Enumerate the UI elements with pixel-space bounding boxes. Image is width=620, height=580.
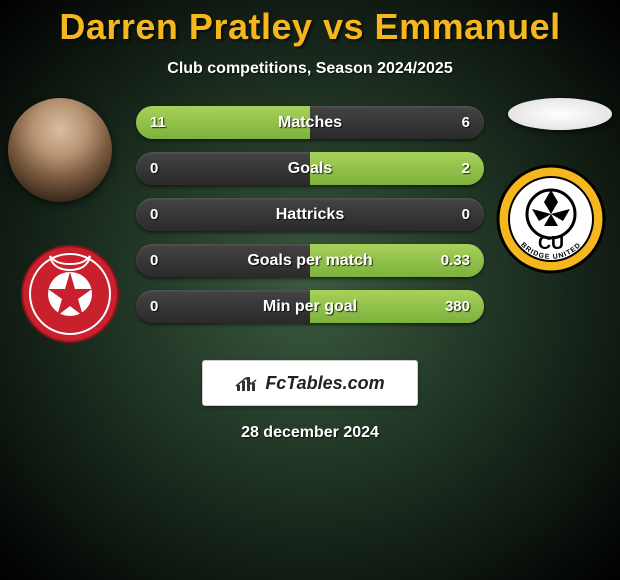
player-left-avatar xyxy=(8,98,112,202)
metric-left-value: 11 xyxy=(150,114,166,131)
bar-chart-icon xyxy=(235,373,259,393)
metric-right-value: 380 xyxy=(445,298,470,315)
metric-row-goals: 0 Goals 2 xyxy=(136,152,484,185)
metric-left-value: 0 xyxy=(150,252,158,269)
metric-left-value: 0 xyxy=(150,298,158,315)
club-right-crest: CU BRIDGE UNITED xyxy=(496,164,606,279)
comparison-card: Darren Pratley vs Emmanuel Club competit… xyxy=(0,0,620,580)
metric-row-hattricks: 0 Hattricks 0 xyxy=(136,198,484,231)
club-left-crest xyxy=(20,244,120,349)
subtitle: Club competitions, Season 2024/2025 xyxy=(0,60,620,78)
main-comparison: CU BRIDGE UNITED 11 Matches 6 0 Goals 2 xyxy=(0,106,620,336)
metric-left-value: 0 xyxy=(150,206,158,223)
cambridge-united-crest-icon: CU BRIDGE UNITED xyxy=(496,164,606,274)
metric-label: Hattricks xyxy=(276,206,344,224)
metric-right-value: 6 xyxy=(462,114,470,131)
comparison-date: 28 december 2024 xyxy=(0,424,620,442)
metric-row-min-per-goal: 0 Min per goal 380 xyxy=(136,290,484,323)
brand-badge[interactable]: FcTables.com xyxy=(202,360,418,406)
leyton-orient-crest-icon xyxy=(20,244,120,344)
brand-text: FcTables.com xyxy=(265,373,384,394)
metric-right-value: 0.33 xyxy=(441,252,470,269)
metric-right-value: 0 xyxy=(462,206,470,223)
metric-bars: 11 Matches 6 0 Goals 2 0 Hattricks 0 0 G… xyxy=(136,106,484,323)
page-title: Darren Pratley vs Emmanuel xyxy=(0,0,620,48)
metric-label: Matches xyxy=(278,114,342,132)
metric-label: Min per goal xyxy=(263,298,357,316)
metric-label: Goals xyxy=(288,160,332,178)
player-right-avatar xyxy=(508,98,612,130)
metric-label: Goals per match xyxy=(247,252,372,270)
metric-left-value: 0 xyxy=(150,160,158,177)
metric-fill-right xyxy=(310,152,484,185)
club-right-initials: CU xyxy=(538,233,564,253)
metric-row-goals-per-match: 0 Goals per match 0.33 xyxy=(136,244,484,277)
metric-row-matches: 11 Matches 6 xyxy=(136,106,484,139)
metric-right-value: 2 xyxy=(462,160,470,177)
